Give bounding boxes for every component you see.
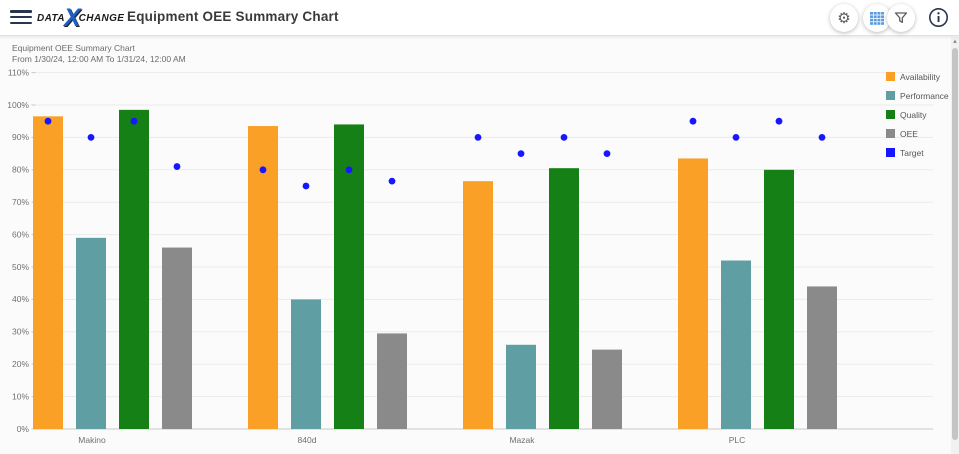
bar-availability-plc bbox=[678, 158, 708, 429]
hamburger-bar bbox=[10, 10, 32, 13]
bar-quality-makino bbox=[119, 109, 149, 430]
legend-swatch bbox=[886, 72, 895, 81]
info-button[interactable] bbox=[928, 7, 949, 28]
logo-letter-x: X bbox=[63, 3, 81, 32]
bar-quality-840d bbox=[334, 124, 364, 429]
grid-icon bbox=[870, 11, 884, 25]
bar-oee-makino bbox=[162, 247, 192, 429]
legend-item-performance: Performance bbox=[886, 90, 949, 101]
legend-label: Target bbox=[900, 147, 924, 158]
target-dot bbox=[775, 117, 783, 125]
target-dot bbox=[603, 150, 611, 157]
oee-chart: 0% 10% 20% 30% 40% 50% 60% 70% 80% 90% 100% 110% Mak… bbox=[7, 67, 933, 445]
logo-text-data: DATA bbox=[37, 12, 65, 24]
hamburger-menu-icon[interactable] bbox=[10, 10, 34, 26]
settings-button[interactable]: ⚙ bbox=[830, 4, 858, 32]
chart-titles: Equipment OEE Summary Chart From 1/30/24… bbox=[12, 43, 186, 64]
grid-view-button[interactable] bbox=[863, 4, 891, 32]
vertical-scrollbar[interactable]: ▲ bbox=[951, 37, 959, 454]
info-icon bbox=[929, 8, 948, 27]
y-tick-label: 40% bbox=[12, 294, 29, 304]
x-category-label: Makino bbox=[78, 435, 106, 445]
x-category-label: Mazak bbox=[509, 435, 535, 445]
y-tick-label: 0% bbox=[17, 424, 30, 434]
legend-swatch bbox=[886, 91, 895, 100]
target-dot bbox=[130, 117, 138, 125]
y-tick-label: 110% bbox=[8, 67, 30, 77]
target-dot bbox=[259, 166, 267, 174]
chart-subtitle: From 1/30/24, 12:00 AM To 1/31/24, 12:00… bbox=[12, 54, 186, 64]
bar-oee-plc bbox=[807, 286, 837, 429]
scrollbar-up-arrow[interactable]: ▲ bbox=[952, 39, 958, 45]
target-dot bbox=[732, 134, 740, 141]
y-tick-label: 60% bbox=[12, 229, 29, 239]
bar-availability-makino bbox=[33, 116, 63, 429]
target-dot bbox=[44, 117, 52, 125]
target-dot bbox=[302, 182, 310, 190]
bar-quality-plc bbox=[764, 169, 794, 430]
bar-quality-mazak bbox=[549, 168, 579, 429]
page-title: Equipment OEE Summary Chart bbox=[127, 9, 339, 24]
chart-title: Equipment OEE Summary Chart bbox=[12, 43, 135, 53]
legend-swatch bbox=[886, 148, 895, 157]
legend-swatch bbox=[886, 110, 895, 119]
legend-label: Performance bbox=[900, 90, 949, 101]
y-tick-label: 20% bbox=[12, 359, 29, 369]
target-dot bbox=[388, 177, 396, 185]
legend-label: OEE bbox=[900, 128, 918, 139]
bar-performance-makino bbox=[76, 237, 106, 429]
dataxchange-logo: DATA X CHANGE bbox=[37, 0, 124, 36]
legend-item-target: Target bbox=[886, 147, 949, 158]
chart-card: Equipment OEE Summary Chart From 1/30/24… bbox=[0, 37, 949, 454]
target-dot bbox=[560, 134, 568, 141]
scrollbar-thumb[interactable] bbox=[952, 48, 958, 440]
target-dot bbox=[474, 134, 482, 141]
chart-legend: Availability Performance Quality OEE Target bbox=[886, 72, 949, 167]
y-tick-label: 30% bbox=[12, 327, 29, 337]
x-category-label: PLC bbox=[729, 435, 746, 445]
y-tick-label: 50% bbox=[12, 262, 29, 272]
target-dot bbox=[173, 163, 181, 170]
y-tick-label: 90% bbox=[12, 132, 29, 142]
filter-funnel-icon bbox=[894, 12, 908, 24]
y-tick-label: 10% bbox=[12, 391, 29, 401]
bar-performance-plc bbox=[721, 260, 751, 429]
bar-availability-mazak bbox=[463, 181, 493, 429]
bar-oee-840d bbox=[377, 333, 407, 429]
logo-text-change: CHANGE bbox=[78, 12, 125, 24]
bar-oee-mazak bbox=[592, 349, 622, 429]
target-dot bbox=[87, 134, 95, 141]
target-dot bbox=[689, 117, 697, 125]
y-tick-label: 80% bbox=[12, 165, 29, 175]
legend-swatch bbox=[886, 129, 895, 138]
filter-button[interactable] bbox=[887, 4, 915, 32]
hamburger-bar bbox=[10, 15, 32, 19]
gear-icon: ⚙ bbox=[837, 9, 851, 27]
y-tick-label: 70% bbox=[12, 197, 29, 207]
hamburger-bar bbox=[10, 21, 32, 25]
y-tick-label: 100% bbox=[7, 100, 29, 110]
legend-label: Availability bbox=[900, 71, 941, 82]
bar-availability-840d bbox=[248, 126, 278, 429]
legend-item-oee: OEE bbox=[886, 128, 949, 139]
target-dot bbox=[517, 150, 525, 157]
x-category-label: 840d bbox=[298, 435, 317, 445]
bar-performance-840d bbox=[291, 299, 321, 429]
legend-item-availability: Availability bbox=[886, 71, 949, 82]
legend-label: Quality bbox=[900, 109, 927, 120]
bar-performance-mazak bbox=[506, 344, 536, 429]
target-dot bbox=[818, 134, 826, 141]
legend-item-quality: Quality bbox=[886, 109, 949, 120]
app-header: DATA X CHANGE Equipment OEE Summary Char… bbox=[0, 0, 959, 36]
target-dot bbox=[345, 166, 353, 174]
